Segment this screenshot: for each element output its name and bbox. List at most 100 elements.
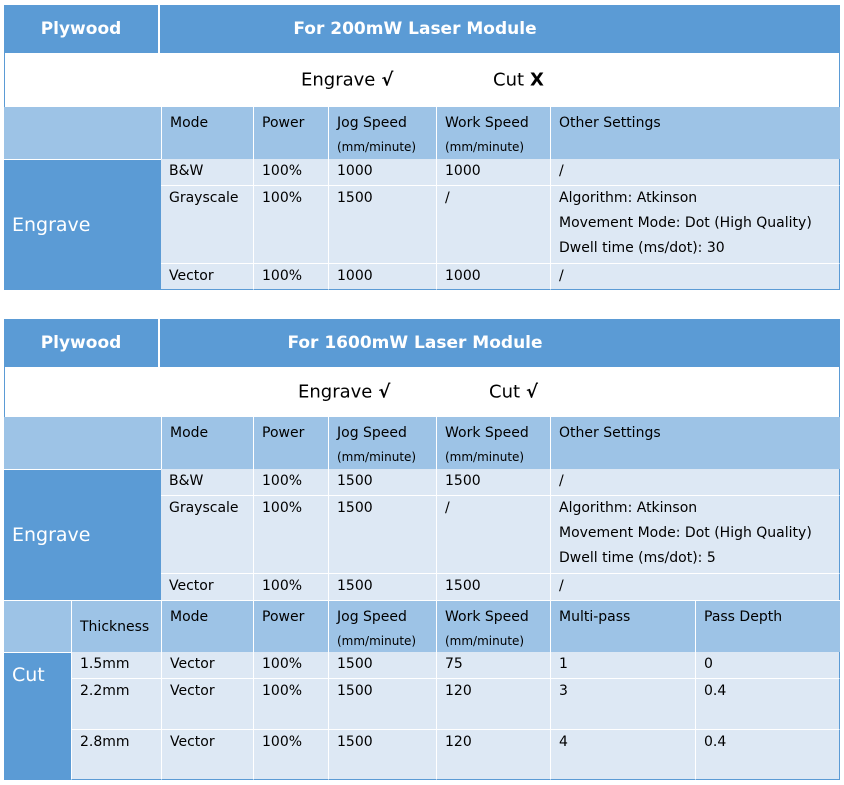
cell-power: 100% — [253, 495, 328, 573]
cell-work: 1500 — [436, 469, 550, 495]
column-header-row: Mode Power Jog Speed (mm/minute) Work Sp… — [4, 107, 840, 159]
check-icon: √ — [526, 381, 539, 403]
table-row: Grayscale 100% 1500 / Algorithm: Atkinso… — [4, 185, 840, 263]
header-work-speed-unit: (mm/minute) — [445, 634, 525, 648]
cell-jog: 1500 — [328, 678, 436, 729]
cell-other: / — [550, 573, 840, 600]
header-jog-speed-unit: (mm/minute) — [337, 634, 417, 648]
cell-jog: 1500 — [328, 495, 436, 573]
cut-capability-label: Cut — [489, 381, 521, 403]
header-work-speed-unit: (mm/minute) — [445, 450, 525, 464]
table-row: 1.5mm Vector 100% 1500 75 1 0 — [4, 652, 840, 678]
header-jog-speed: Jog Speed (mm/minute) — [328, 600, 436, 652]
other-setting-line: Movement Mode: Dot (High Quality) — [559, 525, 812, 541]
engrave-capability: Engrave √ — [298, 382, 390, 403]
header-power: Power — [253, 107, 328, 159]
header-multi-pass: Multi-pass — [550, 600, 695, 652]
header-jog-speed-unit: (mm/minute) — [337, 450, 417, 464]
material-label: Plywood — [4, 5, 160, 53]
header-pass-depth: Pass Depth — [695, 600, 840, 652]
check-icon: √ — [381, 69, 394, 91]
cell-work: 1000 — [436, 263, 550, 290]
table-row: Vector 100% 1500 1500 / — [4, 573, 840, 600]
capability-row: Engrave √ Cut X — [4, 53, 840, 107]
header-power: Power — [253, 600, 328, 652]
header-other-settings: Other Settings — [550, 107, 840, 159]
cell-work: 120 — [436, 678, 550, 729]
header-blank — [4, 417, 161, 469]
header-work-speed: Work Speed (mm/minute) — [436, 417, 550, 469]
cell-other: / — [550, 263, 840, 290]
cell-power: 100% — [253, 652, 328, 678]
cell-thickness: 2.2mm — [71, 678, 161, 729]
cell-jog: 1500 — [328, 652, 436, 678]
header-jog-speed: Jog Speed (mm/minute) — [328, 417, 436, 469]
cell-work: 1500 — [436, 573, 550, 600]
header-jog-speed-unit: (mm/minute) — [337, 140, 417, 154]
cell-mode: Vector — [161, 729, 253, 780]
table-row: 2.8mm Vector 100% 1500 120 4 0.4 — [4, 729, 840, 780]
settings-table-1600mw: Plywood For 1600mW Laser Module Engrave √… — [4, 319, 840, 780]
header-jog-speed-label: Jog Speed — [337, 425, 407, 441]
header-blank — [4, 107, 161, 159]
cell-mode: B&W — [161, 159, 253, 185]
header-other-settings: Other Settings — [550, 417, 840, 469]
cut-header-row: Thickness Mode Power Jog Speed (mm/minut… — [4, 600, 840, 652]
cell-mode: Vector — [161, 678, 253, 729]
table-row: B&W 100% 1000 1000 / — [4, 159, 840, 185]
table-row: 2.2mm Vector 100% 1500 120 3 0.4 — [4, 678, 840, 729]
engrave-capability: Engrave √ — [301, 70, 393, 91]
other-setting-line: Dwell time (ms/dot): 5 — [559, 550, 716, 566]
table-header: Plywood For 200mW Laser Module — [4, 5, 840, 53]
header-jog-speed-label: Jog Speed — [337, 609, 407, 625]
table-row: B&W 100% 1500 1500 / — [4, 469, 840, 495]
engrave-capability-label: Engrave — [301, 69, 376, 91]
cell-jog: 1000 — [328, 263, 436, 290]
header-work-speed: Work Speed (mm/minute) — [436, 107, 550, 159]
cell-power: 100% — [253, 159, 328, 185]
cell-work: 120 — [436, 729, 550, 780]
module-title: For 200mW Laser Module — [293, 19, 537, 39]
settings-table-200mw: Plywood For 200mW Laser Module Engrave √ … — [4, 5, 840, 290]
cell-jog: 1500 — [328, 469, 436, 495]
cell-work: 75 — [436, 652, 550, 678]
section-label-engrave: Engrave — [4, 159, 161, 290]
cell-jog: 1500 — [328, 185, 436, 263]
header-power: Power — [253, 417, 328, 469]
cell-power: 100% — [253, 185, 328, 263]
header-mode: Mode — [161, 107, 253, 159]
cell-other: / — [550, 469, 840, 495]
header-thickness: Thickness — [71, 600, 161, 652]
other-setting-line: Algorithm: Atkinson — [559, 190, 698, 206]
header-work-speed-unit: (mm/minute) — [445, 140, 525, 154]
cell-mode: Grayscale — [161, 185, 253, 263]
cell-other: / — [550, 159, 840, 185]
material-label: Plywood — [4, 319, 160, 367]
header-work-speed-label: Work Speed — [445, 115, 529, 131]
cell-power: 100% — [253, 678, 328, 729]
column-header-row: Mode Power Jog Speed (mm/minute) Work Sp… — [4, 417, 840, 469]
header-jog-speed: Jog Speed (mm/minute) — [328, 107, 436, 159]
other-setting-line: Algorithm: Atkinson — [559, 500, 698, 516]
capability-row: Engrave √ Cut √ — [4, 367, 840, 417]
cell-mode: B&W — [161, 469, 253, 495]
cell-jog: 1500 — [328, 729, 436, 780]
cell-depth: 0 — [695, 652, 840, 678]
header-work-speed-label: Work Speed — [445, 425, 529, 441]
cell-power: 100% — [253, 729, 328, 780]
cell-power: 100% — [253, 573, 328, 600]
cell-mode: Vector — [161, 573, 253, 600]
cell-work: / — [436, 495, 550, 573]
cell-work: 1000 — [436, 159, 550, 185]
cell-jog: 1500 — [328, 573, 436, 600]
header-work-speed-label: Work Speed — [445, 609, 529, 625]
cross-icon: X — [530, 69, 544, 91]
table-row: Grayscale 100% 1500 / Algorithm: Atkinso… — [4, 495, 840, 573]
engrave-capability-label: Engrave — [298, 381, 373, 403]
cell-thickness: 1.5mm — [71, 652, 161, 678]
cell-passes: 4 — [550, 729, 695, 780]
cell-depth: 0.4 — [695, 729, 840, 780]
cell-jog: 1000 — [328, 159, 436, 185]
cell-mode: Vector — [161, 652, 253, 678]
cell-mode: Grayscale — [161, 495, 253, 573]
